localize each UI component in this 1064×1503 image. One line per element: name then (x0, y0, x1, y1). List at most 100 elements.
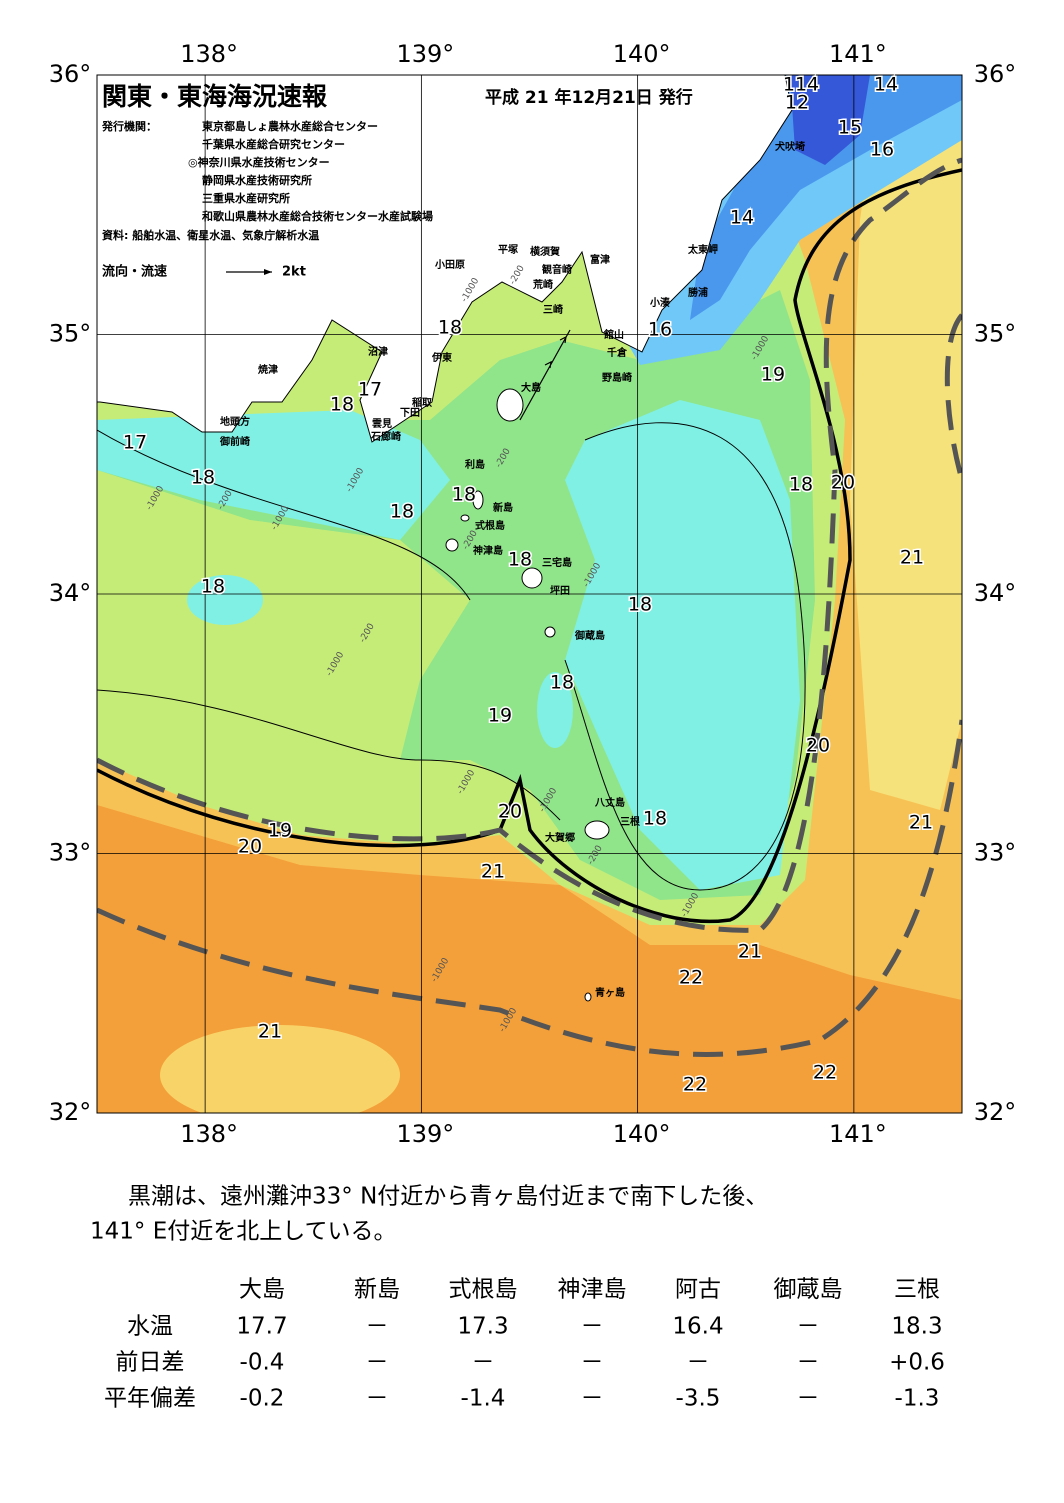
cell: － (366, 1350, 389, 1376)
cell: 18.3 (891, 1314, 942, 1340)
lat-label: 34° (49, 579, 92, 607)
cell: 16.4 (672, 1314, 723, 1340)
cell: － (797, 1386, 820, 1412)
lat-label: 36° (49, 60, 92, 88)
isotherm-label: 18 (628, 594, 652, 616)
lat-label: 32° (49, 1098, 92, 1126)
place-name: 御蔵島 (574, 629, 605, 642)
current-arrowhead (264, 269, 272, 275)
lat-label: 33° (49, 839, 92, 867)
place-name: 横須賀 (530, 245, 560, 258)
place-name: 犬吠埼 (775, 140, 805, 153)
publisher: 三重県水産研究所 (202, 191, 290, 205)
isotherm-label: 18 (452, 484, 476, 506)
column-header: 新島 (354, 1277, 400, 1303)
cell: － (366, 1386, 389, 1412)
isotherm-label: 18 (201, 576, 225, 598)
place-name: 焼津 (258, 363, 278, 376)
isotherm-label: 17 (123, 432, 147, 454)
place-name: 小湊 (649, 296, 671, 309)
place-name: 下田 (400, 407, 420, 419)
place-name: 御前崎 (219, 435, 250, 448)
lon-label: 141° (829, 1120, 887, 1148)
lon-label: 141° (829, 40, 887, 68)
place-name: 沼津 (368, 345, 388, 358)
place-name: 坪田 (550, 584, 570, 597)
place-name: 太東岬 (687, 243, 718, 256)
cell: － (472, 1350, 495, 1376)
column-header: 大島 (239, 1277, 285, 1303)
place-name: 大賀郷 (545, 831, 575, 844)
place-name: 青ヶ島 (595, 986, 625, 999)
cell: － (581, 1386, 604, 1412)
sea-surface-temperature (97, 75, 962, 1113)
cell: － (581, 1314, 604, 1340)
lat-label: 35° (974, 320, 1017, 348)
isotherm-label: 20 (831, 472, 855, 494)
lat-label: 36° (974, 60, 1017, 88)
place-name: 三崎 (543, 303, 563, 316)
place-name: 八丈島 (594, 796, 625, 809)
isotherm-label: 18 (438, 317, 462, 339)
lon-label: 140° (613, 1120, 671, 1148)
lon-label: 139° (396, 40, 454, 68)
place-name: 式根島 (475, 519, 505, 532)
isotherm-label: 16 (870, 139, 894, 161)
lat-label: 34° (974, 579, 1017, 607)
lon-label: 139° (396, 1120, 454, 1148)
isotherm-label: 18 (508, 549, 532, 571)
row-label: 平年偏差 (104, 1386, 196, 1412)
isotherm-label: 20 (498, 801, 522, 823)
isotherm-label: 12 (785, 92, 809, 114)
source: 資料: 船舶水温、衛星水温、気象庁解析水温 (102, 228, 319, 242)
current-scale: 2kt (282, 265, 306, 280)
lon-label: 138° (180, 40, 238, 68)
cell: － (797, 1314, 820, 1340)
lat-label: 35° (49, 320, 92, 348)
cell: +0.6 (889, 1350, 945, 1376)
isotherm-label: 21 (900, 547, 924, 569)
lat-label: 32° (974, 1098, 1017, 1126)
cell: － (687, 1350, 710, 1376)
isotherm-label: 14 (730, 207, 754, 229)
place-name: 館山 (603, 328, 624, 341)
place-name: 新島 (493, 501, 513, 514)
isotherm-label: 19 (268, 820, 292, 842)
place-name: 伊東 (431, 351, 452, 364)
publisher: 静岡県水産技術研究所 (202, 173, 312, 187)
cell: 17.3 (457, 1314, 508, 1340)
summary-line: 黒潮は、遠州灘沖33° N付近から青ヶ島付近まで南下した後、 (128, 1184, 768, 1210)
publisher: 和歌山県農林水産総合技術センター水産試験場 (202, 209, 433, 223)
column-header: 神津島 (558, 1277, 627, 1303)
cell: 17.7 (236, 1314, 287, 1340)
isotherm-label: 20 (806, 735, 830, 757)
place-name: 千倉 (607, 346, 628, 359)
cell: － (366, 1314, 389, 1340)
place-name: 地頭方 (220, 415, 250, 428)
isotherm-label: 20 (238, 836, 262, 858)
cell: -0.2 (240, 1386, 285, 1412)
isotherm-label: 21 (909, 812, 933, 834)
place-name: 平塚 (498, 243, 518, 256)
cell: -3.5 (676, 1386, 721, 1412)
isotherm-label: 14 (874, 74, 898, 96)
place-name: 大島 (521, 381, 541, 394)
publisher-label: 発行機関： (101, 119, 157, 133)
isotherm-label: 21 (481, 861, 505, 883)
isotherm-label: 18 (789, 474, 813, 496)
column-header: 式根島 (449, 1277, 518, 1303)
isotherm-label: 114 (783, 74, 819, 96)
place-name: 稲取 (412, 396, 433, 409)
isotherm-label: 21 (258, 1021, 282, 1043)
cell: -1.3 (895, 1386, 940, 1412)
lat-label: 33° (974, 839, 1017, 867)
place-name: 神津島 (473, 544, 503, 557)
publisher: ◎神奈川県水産技術センター (188, 155, 330, 169)
isotherm-label: 18 (390, 501, 414, 523)
publisher: 千葉県水産総合研究センター (202, 137, 345, 151)
place-name: 富津 (590, 253, 610, 266)
isotherm-label: 19 (488, 705, 512, 727)
